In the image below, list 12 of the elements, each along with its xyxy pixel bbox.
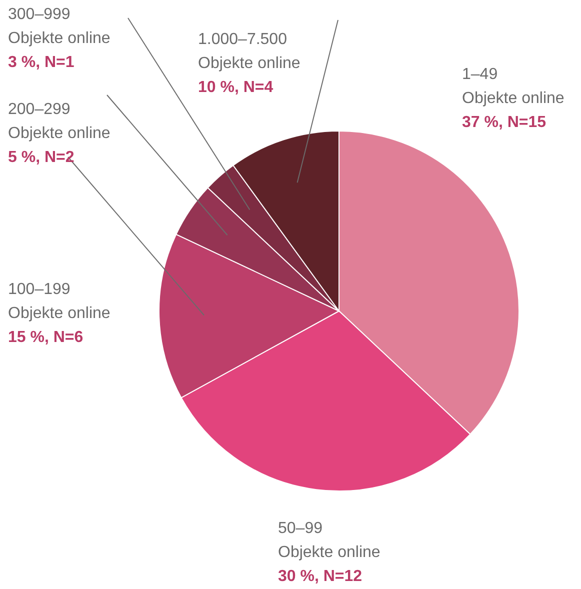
data-label: 3 %, N=1	[8, 54, 74, 71]
data-label: 10 %, N=4	[198, 79, 274, 96]
data-label: 30 %, N=12	[278, 568, 362, 585]
data-label: 5 %, N=2	[8, 149, 74, 166]
slice-label: 1–49 Objekte online	[462, 66, 564, 107]
slice-label: 1.000–7.500 Objekte online	[198, 31, 300, 72]
data-label: 15 %, N=6	[8, 329, 84, 346]
slice-label: 100–199 Objekte online	[8, 281, 110, 322]
slice-label: 50–99 Objekte online	[278, 520, 380, 561]
slice-label: 200–299 Objekte online	[8, 101, 110, 142]
slice-label: 300–999 Objekte online	[8, 6, 110, 47]
data-label: 37 %, N=15	[462, 114, 546, 131]
